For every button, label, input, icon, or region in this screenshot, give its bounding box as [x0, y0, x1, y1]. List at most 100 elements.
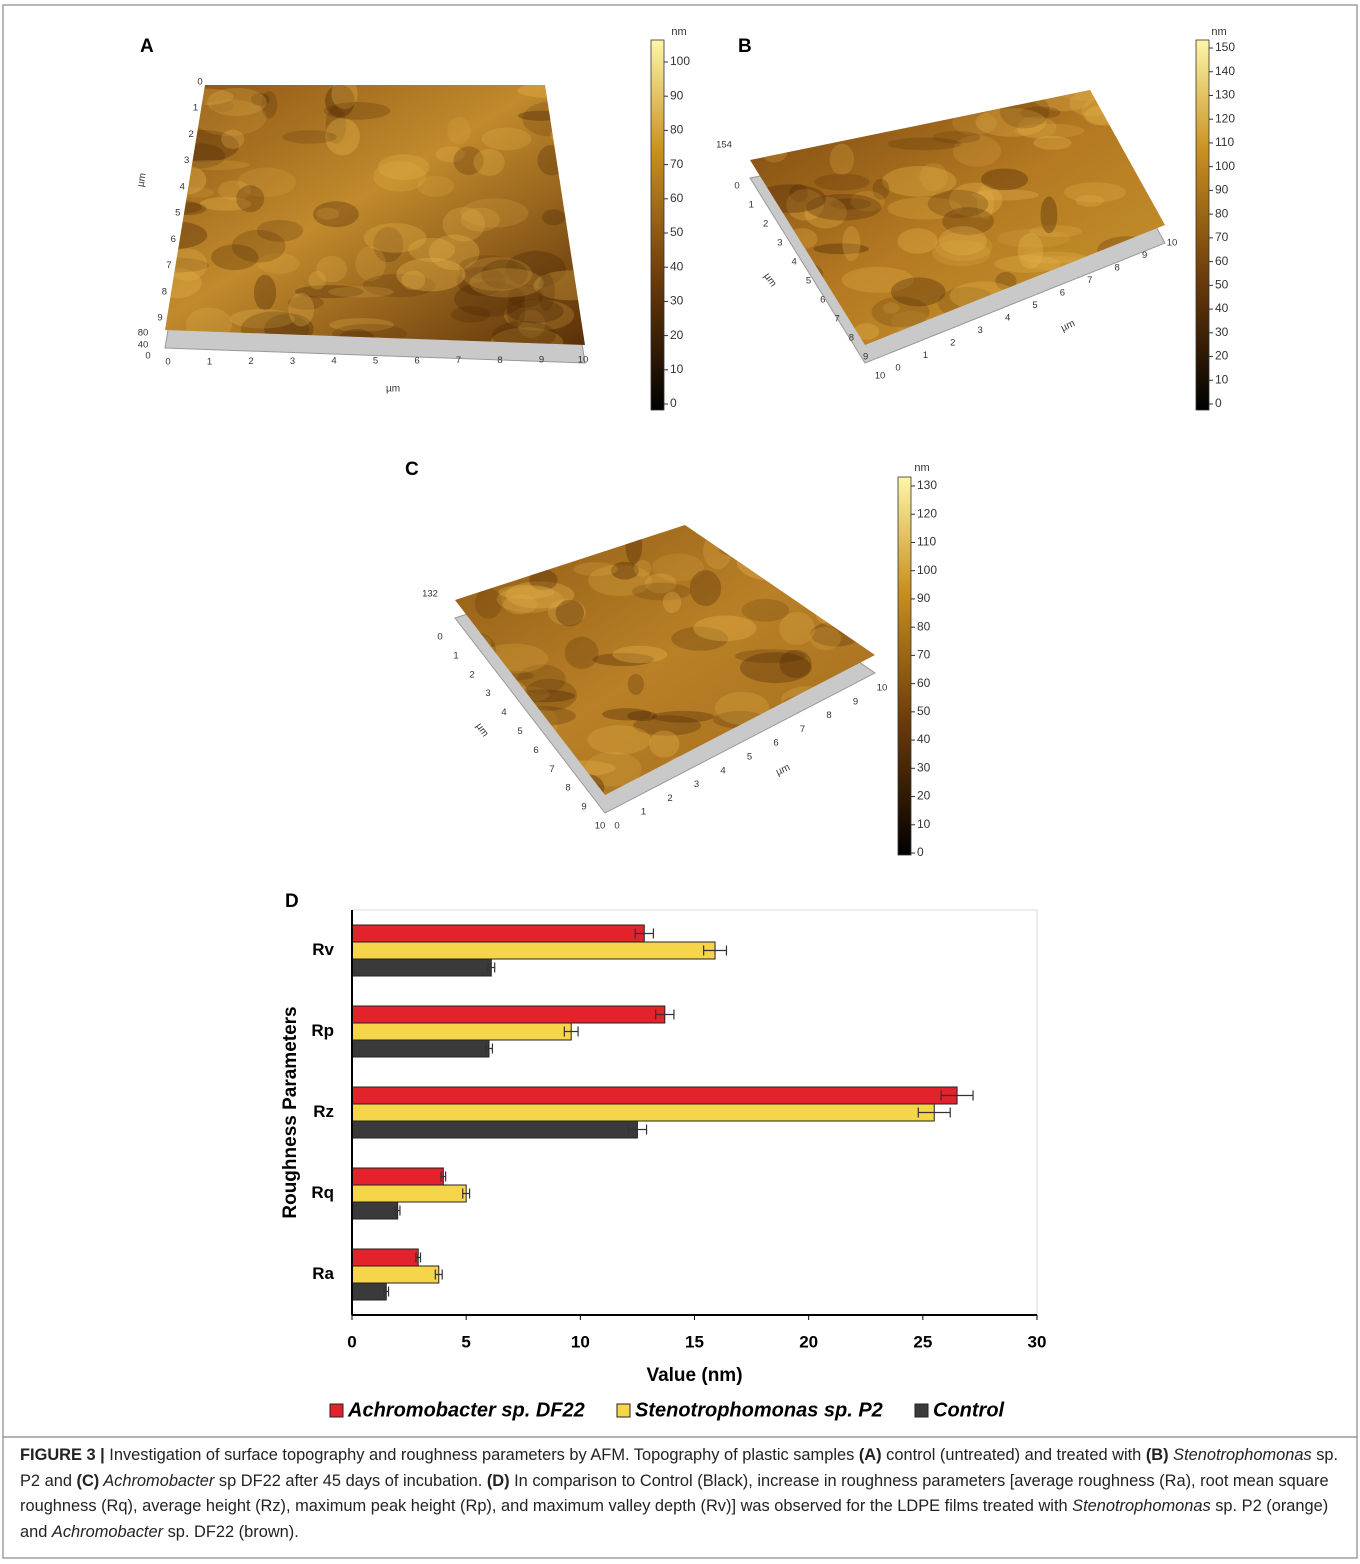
texture-blob: [254, 275, 276, 311]
x-tick-label: 5: [461, 1332, 470, 1351]
y-axis-tick-label: 7: [166, 260, 171, 271]
x-axis-tick-label: 6: [414, 355, 419, 366]
colorbar-tick-label: 70: [670, 157, 684, 171]
colorbar-tick-label: 90: [917, 591, 931, 605]
texture-blob: [649, 730, 679, 757]
x-axis-tick-label: 0: [165, 357, 170, 368]
bar: [352, 1249, 418, 1266]
panel-label: A: [140, 36, 154, 57]
x-axis-tick-label: 5: [373, 356, 378, 367]
texture-blob: [1029, 225, 1082, 237]
texture-blob: [804, 567, 833, 581]
x-axis-tick-label: 10: [578, 355, 589, 366]
x-axis-tick-label: 3: [290, 356, 295, 367]
colorbar: [1196, 40, 1209, 410]
caption-run: FIGURE 3 |: [20, 1446, 105, 1464]
texture-blob: [1064, 182, 1126, 202]
y-axis-tick-label: 7: [834, 314, 839, 325]
texture-blob: [1138, 305, 1157, 323]
texture-blob: [447, 117, 470, 145]
colorbar-tick-label: 40: [670, 259, 684, 273]
texture-blob: [795, 285, 812, 321]
colorbar-tick-label: 100: [670, 54, 690, 68]
x-axis-title: Value (nm): [646, 1365, 742, 1386]
panel-label: B: [738, 36, 752, 57]
colorbar-tick-label: 60: [1215, 254, 1229, 268]
texture-blob: [489, 758, 554, 776]
colorbar-unit: nm: [671, 26, 686, 38]
bar: [352, 1006, 665, 1023]
texture-blob: [168, 202, 207, 215]
page: Anm0102030405060708090100012345678910012…: [0, 0, 1360, 1564]
colorbar-tick-label: 140: [1215, 64, 1235, 78]
y-axis-label: µm: [761, 271, 778, 289]
colorbar-tick-label: 50: [670, 225, 684, 239]
y-axis-tick-label: 2: [469, 669, 474, 680]
bar: [352, 1202, 398, 1219]
x-axis-tick-label: 1: [207, 356, 212, 367]
colorbar-tick-label: 60: [670, 191, 684, 205]
colorbar-tick-label: 80: [1215, 206, 1229, 220]
texture-blob: [828, 718, 861, 750]
x-axis-tick-label: 8: [1115, 263, 1120, 274]
colorbar-tick-label: 50: [917, 704, 931, 718]
texture-blob: [1033, 136, 1071, 150]
y-tick-label: Rz: [313, 1102, 334, 1121]
texture-blob: [232, 230, 286, 263]
texture-blob: [1030, 299, 1081, 336]
legend-swatch: [330, 1404, 343, 1417]
texture-blob: [565, 523, 611, 543]
colorbar-tick-label: 10: [917, 817, 931, 831]
caption-run: (A): [859, 1446, 882, 1464]
z-axis-tick-label: 0: [145, 351, 150, 362]
panel-label: D: [285, 891, 299, 912]
texture-blob: [613, 646, 668, 663]
colorbar-tick-label: 110: [917, 535, 936, 549]
texture-blob: [1056, 79, 1116, 100]
bar: [352, 1121, 637, 1138]
x-axis-tick-label: 2: [248, 356, 253, 367]
x-axis-tick-label: 4: [1005, 313, 1010, 324]
colorbar-tick-label: 90: [1215, 183, 1229, 197]
colorbar-tick-label: 30: [670, 294, 684, 308]
texture-blob: [820, 87, 849, 98]
texture-blob: [542, 209, 565, 225]
caption-run: control (untreated) and treated with: [882, 1446, 1146, 1464]
texture-blob: [851, 98, 889, 120]
texture-blob: [771, 527, 829, 561]
texture-blob: [634, 560, 652, 577]
x-axis-tick-label: 2: [950, 338, 955, 349]
texture-blob: [308, 271, 326, 289]
colorbar-tick-label: 130: [1215, 88, 1235, 102]
caption-run: Stenotrophomonas: [1072, 1497, 1211, 1515]
y-axis-tick-label: 1: [749, 200, 754, 211]
texture-blob: [928, 190, 989, 218]
texture-blob: [732, 107, 800, 141]
x-axis-tick-label: 9: [539, 355, 544, 366]
texture-blob: [510, 759, 553, 783]
x-axis-tick-label: 7: [1087, 275, 1092, 286]
x-axis-tick-label: 7: [456, 355, 461, 366]
figure: Anm0102030405060708090100012345678910012…: [0, 0, 1360, 1564]
bar: [352, 959, 491, 976]
colorbar-unit: nm: [1211, 26, 1226, 38]
texture-blob: [804, 566, 830, 603]
texture-blob: [651, 711, 714, 723]
caption-run: Achromobacter: [99, 1472, 214, 1490]
caption-run: (C): [77, 1472, 100, 1490]
texture-blob: [461, 198, 529, 227]
texture-blob: [602, 708, 651, 720]
texture-blob: [771, 117, 789, 155]
texture-blob: [737, 544, 806, 581]
x-axis-tick-label: 0: [895, 363, 900, 374]
colorbar-tick-label: 0: [917, 845, 924, 859]
texture-blob: [814, 174, 869, 191]
bar: [352, 942, 715, 959]
bar: [352, 1104, 934, 1121]
colorbar-tick-label: 80: [670, 123, 684, 137]
y-axis-tick-label: 9: [581, 802, 586, 813]
texture-blob: [402, 271, 426, 290]
x-axis-tick-label: 6: [1060, 288, 1065, 299]
texture-blob: [814, 243, 869, 254]
texture-blob: [816, 601, 871, 628]
